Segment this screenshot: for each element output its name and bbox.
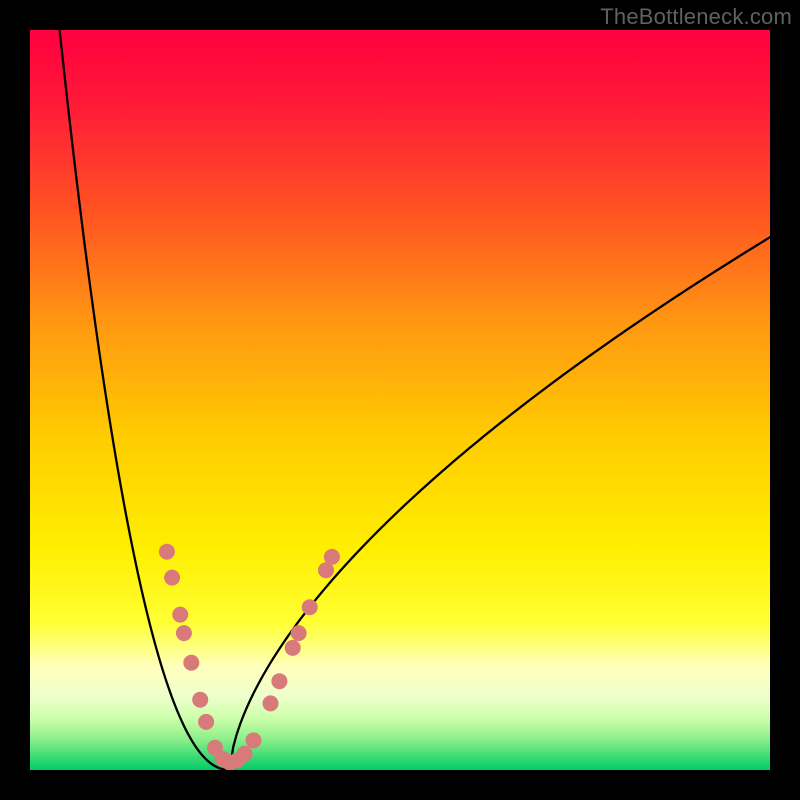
curve-marker bbox=[302, 599, 318, 615]
curve-marker bbox=[285, 640, 301, 656]
curve-marker bbox=[324, 549, 340, 565]
curve-marker bbox=[263, 695, 279, 711]
curve-marker bbox=[291, 625, 307, 641]
gradient-background bbox=[30, 30, 770, 770]
curve-marker bbox=[172, 607, 188, 623]
curve-marker bbox=[183, 655, 199, 671]
curve-marker bbox=[164, 570, 180, 586]
bottleneck-chart bbox=[30, 30, 770, 770]
curve-marker bbox=[271, 673, 287, 689]
curve-marker bbox=[245, 732, 261, 748]
curve-marker bbox=[198, 714, 214, 730]
watermark-text: TheBottleneck.com bbox=[600, 4, 792, 30]
curve-marker bbox=[159, 544, 175, 560]
curve-marker bbox=[192, 692, 208, 708]
curve-marker bbox=[176, 625, 192, 641]
plot-area bbox=[30, 30, 770, 770]
curve-marker bbox=[237, 746, 253, 762]
chart-frame: TheBottleneck.com bbox=[0, 0, 800, 800]
